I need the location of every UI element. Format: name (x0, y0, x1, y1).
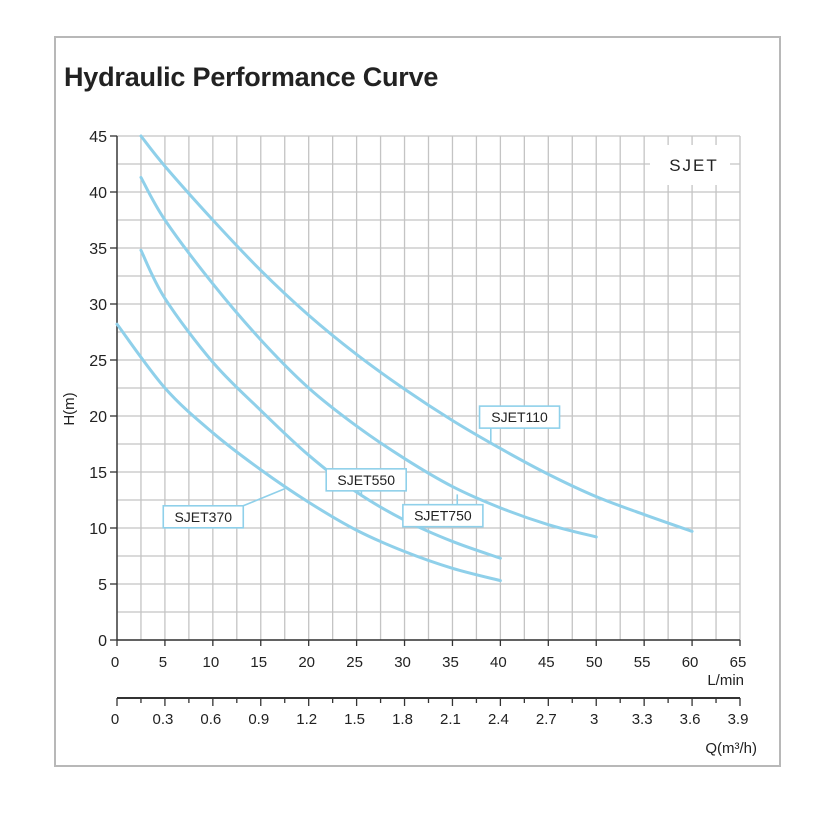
y-axis-label: H(m) (61, 392, 78, 425)
curve-sjet550 (139, 248, 502, 560)
x-tick-label: 5 (159, 654, 167, 671)
y-tick-label: 5 (98, 577, 107, 594)
label-box (325, 468, 408, 492)
x-tick-label: 45 (538, 654, 555, 671)
label-leader-line (242, 488, 286, 507)
x2-tick-label: 1.5 (344, 711, 365, 728)
x2-tick-label: 3.9 (728, 711, 749, 728)
curve-sjet370 (115, 322, 502, 583)
x2-tick-label: 2.4 (488, 711, 509, 728)
model-label-bg (650, 145, 730, 185)
curve-label-sjet550: SJET550 (337, 472, 395, 488)
x2-tick-label: 3.6 (680, 711, 701, 728)
x-tick-label: 35 (442, 654, 459, 671)
y-tick-label: 45 (89, 129, 107, 146)
chart-title: Hydraulic Performance Curve (64, 62, 439, 92)
x-tick-label: 10 (203, 654, 220, 671)
x-tick-label: 55 (634, 654, 651, 671)
y-tick-label: 30 (89, 297, 107, 314)
model-label: SJET (669, 156, 719, 175)
x2-tick-label: 2.1 (440, 711, 461, 728)
y-tick-label: 0 (98, 633, 107, 650)
curve-sjet110 (139, 134, 694, 533)
x2-tick-label: 0.6 (200, 711, 221, 728)
x2-tick-label: 0 (111, 711, 119, 728)
label-box (402, 503, 484, 528)
y-tick-label: 35 (89, 241, 107, 258)
x2-tick-label: 0.3 (152, 711, 173, 728)
curve-label-sjet370: SJET370 (174, 509, 232, 525)
x-tick-label: 40 (490, 654, 507, 671)
label-box (162, 504, 245, 529)
x-tick-label: 20 (298, 654, 315, 671)
y-tick-label: 10 (89, 521, 107, 538)
x2-tick-label: 3 (590, 711, 598, 728)
x-tick-label: 50 (586, 654, 603, 671)
curves (115, 134, 694, 583)
x-tick-label: 30 (394, 654, 411, 671)
y-tick-label: 15 (89, 465, 107, 482)
x2-tick-label: 0.9 (248, 711, 269, 728)
x2-tick-label: 1.2 (296, 711, 317, 728)
x-tick-label: 0 (111, 654, 119, 671)
y-tick-label: 40 (89, 185, 107, 202)
curve-labels: SJET370 SJET550 SJET750 SJET110 (162, 405, 561, 529)
x-tick-label: 15 (250, 654, 267, 671)
chart-frame (54, 36, 781, 767)
grid (116, 135, 741, 641)
curve-label-sjet750: SJET750 (414, 508, 472, 524)
x2-tick-label: 3.3 (632, 711, 653, 728)
y-tick-label: 25 (89, 353, 107, 370)
x-tick-label: 60 (682, 654, 699, 671)
x2-axis-label: Q(m³/h) (705, 740, 757, 757)
x-tick-label: 25 (346, 654, 363, 671)
y-tick-label: 20 (89, 409, 107, 426)
x2-tick-label: 2.7 (536, 711, 557, 728)
curve-sjet750 (139, 175, 598, 539)
x-tick-label: 65 (730, 654, 747, 671)
curve-label-sjet110: SJET110 (491, 409, 548, 425)
x2-tick-label: 1.8 (392, 711, 413, 728)
label-box (478, 405, 561, 429)
x-axis-label: L/min (707, 672, 744, 689)
